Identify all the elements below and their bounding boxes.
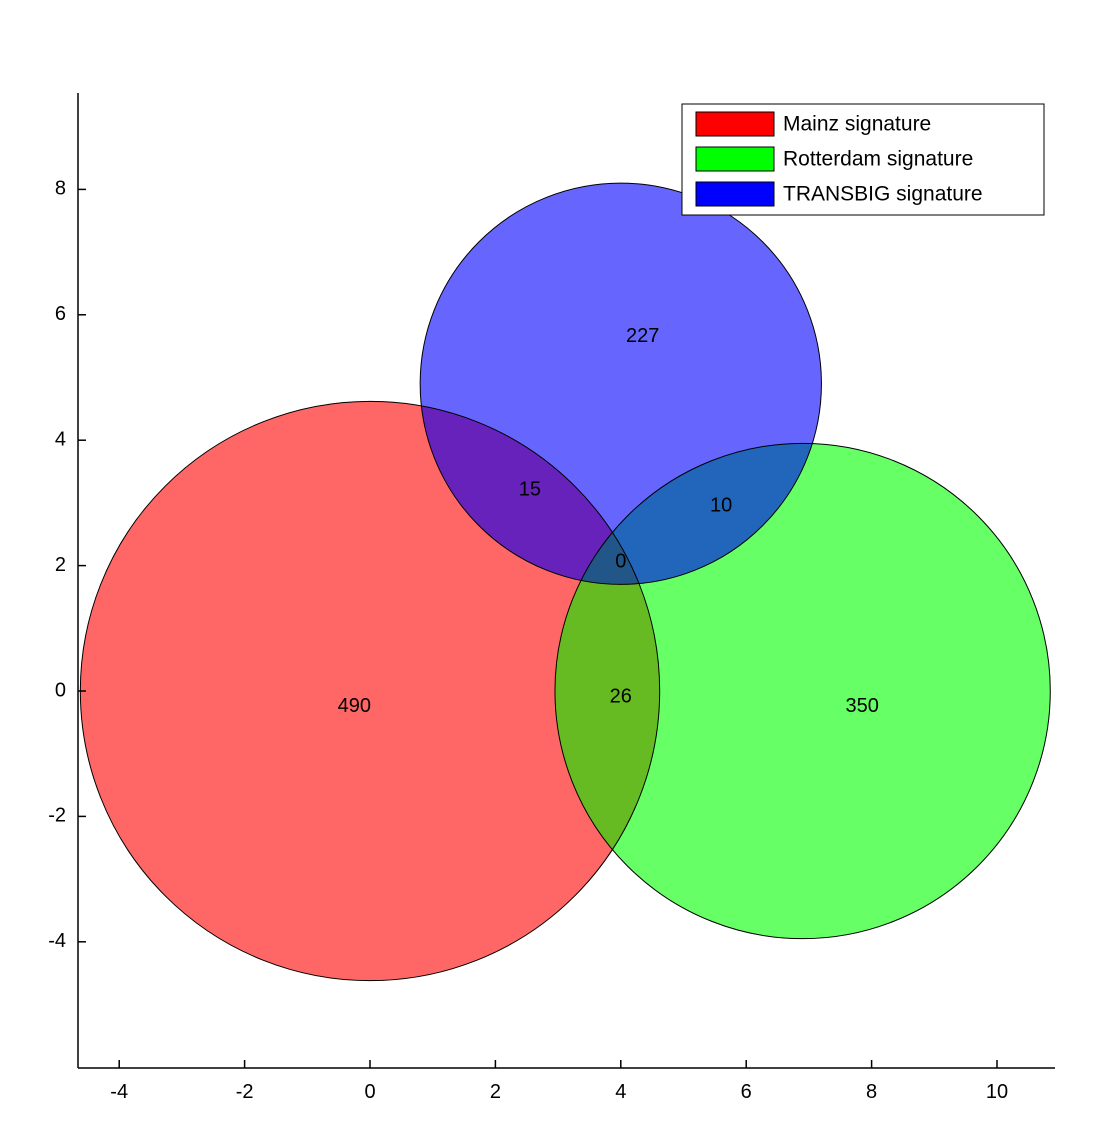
region-label: 0: [615, 551, 626, 573]
overlap-mainz-transbig: [420, 401, 660, 585]
set-outline-1: [554, 442, 1051, 940]
legend-label: TRANSBIG signature: [783, 183, 983, 206]
x-tick-label: -4: [110, 1081, 128, 1103]
x-tick-label: 8: [866, 1081, 877, 1103]
y-tick-label: 8: [55, 178, 66, 200]
region-labels: 490 350 227 15 10 26 0: [338, 325, 879, 717]
region-label: 15: [519, 479, 541, 501]
region-label: 10: [710, 494, 732, 516]
legend: Mainz signature Rotterdam signature TRANSB…: [681, 103, 1045, 216]
y-tick-label: 4: [55, 428, 66, 450]
y-tick-label: -4: [48, 930, 66, 952]
legend-swatch: [695, 146, 775, 172]
legend-swatch: [695, 111, 775, 137]
region-label: 227: [626, 325, 659, 347]
x-tick-label: 2: [490, 1081, 501, 1103]
region-label: 26: [610, 686, 632, 708]
overlap-rotterdam-transbig-group: [554, 443, 822, 585]
x-ticks: -4 -2 0 2 4 6 8 10: [110, 1060, 1008, 1103]
region-label: 350: [846, 695, 879, 717]
x-tick-label: -2: [236, 1081, 254, 1103]
legend-swatch: [695, 181, 775, 207]
legend-label: Mainz signature: [783, 113, 931, 136]
y-tick-label: 6: [55, 303, 66, 325]
set-outline-2: [419, 182, 822, 585]
x-tick-label: 0: [364, 1081, 375, 1103]
set-circles: [80, 183, 1051, 981]
legend-label: Rotterdam signature: [783, 148, 973, 171]
set-overlaps: [420, 401, 822, 939]
x-tick-label: 10: [986, 1081, 1008, 1103]
y-ticks: -4 -2 0 2 4 6 8: [48, 178, 86, 952]
overlap-rotterdam-transbig: [554, 443, 822, 585]
x-tick-label: 4: [615, 1081, 626, 1103]
axes: -4 -2 0 2 4 6 8 10 -4 -2 0 2 4 6 8: [48, 93, 1055, 1103]
overlap-mainz-transbig-group: [420, 401, 660, 585]
x-tick-label: 6: [741, 1081, 752, 1103]
region-label: 490: [338, 695, 371, 717]
y-tick-label: -2: [48, 805, 66, 827]
y-tick-label: 2: [55, 554, 66, 576]
y-tick-label: 0: [55, 679, 66, 701]
